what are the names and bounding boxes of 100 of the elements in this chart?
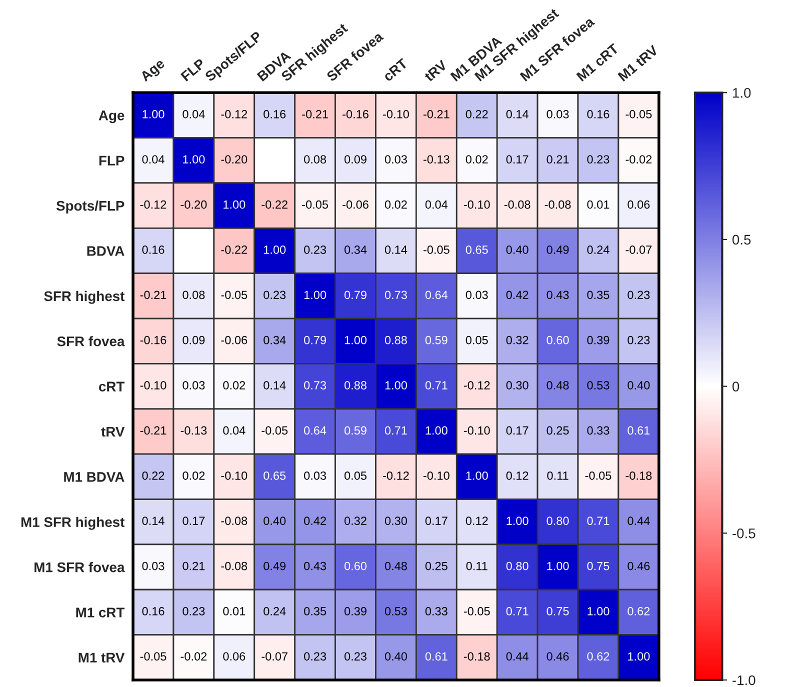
data-label: -0.21 [302, 110, 328, 118]
data-label: -0.10 [423, 471, 450, 480]
data-label: 0.21 [546, 155, 569, 164]
data-label: -0.20 [221, 155, 248, 164]
data-label: 0.06 [223, 652, 246, 661]
data-label: 0.25 [425, 562, 448, 570]
data-label: 0.65 [466, 246, 488, 254]
y-tick-label: SFR highest [44, 290, 125, 304]
data-label: -0.21 [140, 290, 166, 300]
data-label: 0.23 [304, 246, 326, 254]
data-label: 0.24 [264, 607, 286, 616]
data-label: 0.12 [506, 471, 528, 480]
data-label: 0.03 [384, 155, 407, 164]
x-tick-label: M1 tRV [618, 44, 659, 82]
data-label: 1.00 [506, 516, 528, 526]
data-label: 0.48 [384, 562, 407, 570]
data-label: 0.03 [466, 290, 488, 300]
data-label: -0.10 [140, 381, 166, 390]
y-tick-label: FLP [99, 156, 124, 166]
data-label: -0.08 [504, 200, 530, 209]
data-label: -0.05 [302, 200, 328, 209]
data-label: -0.07 [626, 246, 652, 254]
data-label: 0.65 [264, 471, 286, 480]
data-label: 0.11 [547, 471, 568, 480]
data-label: 0.79 [304, 336, 326, 344]
data-label: -0.05 [585, 471, 612, 480]
data-label: 0.16 [142, 246, 164, 254]
data-label: 0.60 [546, 336, 569, 344]
data-label: 0.40 [628, 381, 650, 390]
data-label: 0.88 [384, 336, 407, 344]
data-label: -0.08 [544, 200, 571, 209]
data-label: -0.12 [221, 110, 248, 118]
data-label: 0.08 [304, 155, 326, 164]
data-label: 1.00 [224, 200, 246, 209]
data-label: -0.05 [221, 290, 248, 300]
data-label: 1.00 [385, 381, 407, 390]
data-label: 0.62 [628, 607, 650, 616]
data-label: 0.03 [182, 381, 205, 390]
data-label: 0.23 [304, 652, 326, 661]
x-tick-label: Age [140, 58, 168, 84]
data-label: 0.73 [384, 290, 407, 300]
data-label: 0.43 [304, 562, 326, 570]
data-label: 0.01 [223, 607, 246, 616]
data-label: 0.46 [628, 562, 650, 570]
data-label: 0.35 [304, 607, 326, 616]
data-label: 0.44 [628, 516, 650, 526]
data-label: 0.75 [587, 562, 610, 570]
data-label: 0.48 [546, 381, 569, 390]
data-label: 1.00 [547, 562, 569, 570]
data-label: 0.17 [506, 426, 528, 435]
data-label: 0.80 [506, 562, 528, 570]
y-tick-label: M1 cRT [76, 608, 125, 618]
data-label: 0.80 [546, 516, 569, 526]
data-label: 0.16 [142, 607, 164, 616]
data-label: 0.23 [182, 607, 205, 616]
data-label: 0.75 [546, 607, 569, 616]
data-label: -0.05 [464, 607, 490, 616]
data-label: 0.73 [304, 381, 326, 390]
data-label: 1.00 [466, 471, 488, 480]
data-label: 0.23 [587, 155, 610, 164]
y-tick-label: BDVA [87, 246, 124, 256]
data-label: -0.05 [423, 246, 450, 254]
data-label: 0.88 [344, 381, 366, 390]
color-bar-label: -1.0 [732, 675, 756, 686]
y-tick-label: cRT [99, 382, 125, 392]
data-label: -0.02 [626, 155, 652, 164]
data-label: 1.00 [628, 652, 650, 661]
data-label: 0.03 [304, 471, 326, 480]
data-label: 0.49 [264, 562, 286, 570]
data-label: -0.05 [262, 426, 288, 435]
data-label: 0.05 [466, 336, 488, 344]
data-label: 0.14 [384, 246, 408, 254]
data-label: -0.12 [140, 200, 166, 209]
data-label: 0.40 [384, 652, 407, 661]
data-label: 0.59 [425, 336, 448, 344]
data-label: 0.11 [466, 562, 488, 570]
y-tick-label: M1 SFR highest [21, 516, 125, 530]
data-label: -0.10 [221, 471, 248, 480]
data-label: 0.02 [182, 471, 205, 480]
data-label: 0.17 [182, 516, 205, 526]
data-label: 0.42 [506, 290, 528, 300]
data-label: 0.06 [628, 200, 650, 209]
data-label: 0.39 [587, 336, 610, 344]
data-label: 1.00 [304, 290, 326, 300]
x-tick-label: FLP [180, 58, 206, 82]
data-label: 0.46 [546, 652, 569, 661]
data-label: 0.53 [587, 381, 610, 390]
data-label: 0.35 [587, 290, 610, 300]
data-label: 0.30 [506, 381, 528, 390]
data-label: -0.10 [464, 200, 490, 209]
data-label: 0.49 [546, 246, 569, 254]
data-label: -0.05 [626, 110, 652, 118]
data-label: 0.23 [264, 290, 286, 300]
data-label: 0.64 [304, 426, 326, 435]
data-label: 0.61 [425, 652, 448, 661]
data-label: 0.62 [587, 652, 610, 661]
data-label: 1.00 [588, 607, 610, 616]
data-label: 0.71 [384, 426, 407, 435]
data-label: 1.00 [183, 155, 205, 164]
data-label: 0.34 [344, 246, 367, 254]
